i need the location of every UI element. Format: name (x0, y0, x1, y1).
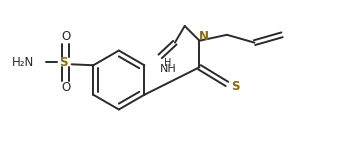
Text: NH: NH (160, 64, 176, 74)
Text: O: O (61, 30, 70, 43)
Text: O: O (61, 81, 70, 94)
Text: H₂N: H₂N (12, 56, 34, 69)
Text: S: S (232, 80, 240, 93)
Text: S: S (60, 56, 68, 69)
Text: H: H (164, 58, 172, 68)
Text: N: N (200, 30, 209, 43)
